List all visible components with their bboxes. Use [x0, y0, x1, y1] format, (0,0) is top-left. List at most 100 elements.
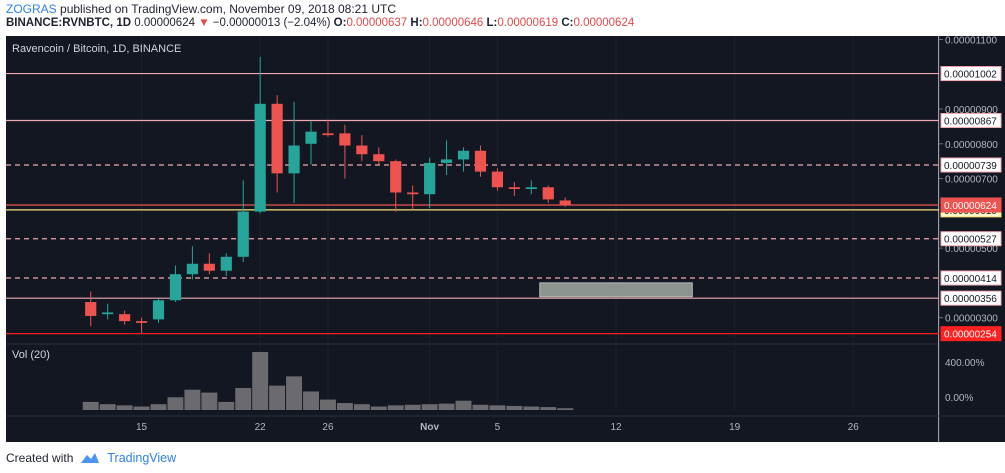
candle-body: [474, 150, 487, 172]
candle-body: [339, 133, 351, 146]
candle-body: [203, 263, 215, 271]
low-label: L:: [486, 17, 498, 29]
volume-bar: [116, 405, 133, 410]
candle-body: [119, 314, 131, 322]
high-label: H:: [410, 17, 423, 29]
candle-body: [525, 187, 537, 189]
close-value: 0.00000624: [573, 17, 635, 29]
candle-body: [186, 263, 198, 275]
publish-info: published on TradingView.com, November 0…: [60, 2, 396, 16]
current-price-label: 0.00000624: [944, 201, 997, 212]
x-tick-label: 15: [136, 422, 148, 433]
candle-body: [135, 321, 148, 323]
target-zone-box: [539, 282, 693, 298]
volume-bar: [82, 401, 99, 410]
volume-bar: [286, 376, 303, 410]
volume-bar: [269, 385, 286, 410]
x-tick-label: 26: [322, 422, 334, 433]
x-tick-label: 26: [848, 422, 860, 433]
level-label-box: [940, 66, 1002, 82]
volume-bar: [438, 403, 455, 410]
volume-bar: [557, 408, 574, 410]
candle-body: [237, 211, 249, 257]
candle-body: [169, 274, 182, 301]
volume-bar: [506, 405, 523, 410]
volume-bar: [353, 404, 370, 410]
candle-body: [440, 159, 453, 163]
volume-bar: [218, 401, 235, 410]
volume-bar: [167, 397, 184, 410]
volume-bar: [252, 352, 269, 410]
y-tick-label: 0.00000800: [945, 140, 998, 151]
volume-bar: [370, 406, 387, 410]
volume-bar: [184, 389, 201, 410]
level-label-box: [940, 112, 1002, 128]
level-label: 0.00000527: [944, 235, 997, 246]
symbol-label: BINANCE:RVNBTC, 1D: [6, 17, 132, 29]
volume-bar: [99, 404, 116, 410]
level-label: 0.00000356: [944, 294, 997, 305]
candle-body: [85, 302, 97, 316]
volume-bar: [303, 391, 319, 410]
level-label: 0.00001002: [944, 70, 997, 81]
x-tick-label: 12: [610, 422, 622, 433]
volume-bar: [489, 405, 506, 410]
footer: Created with TradingView: [6, 451, 176, 465]
volume-tick-label: 400.00%: [945, 358, 985, 369]
last-price: 0.00000624: [134, 17, 195, 29]
candle-body: [322, 133, 334, 136]
y-tick-label: 0.00000900: [945, 105, 998, 116]
candle-body: [288, 145, 300, 174]
candle-body: [559, 200, 571, 205]
volume-bar: [235, 387, 252, 410]
candle-body: [271, 103, 283, 174]
y-tick-label: 0.00000700: [945, 175, 998, 186]
level-label-box: [940, 290, 1002, 306]
down-arrow-icon: ▼: [198, 17, 210, 29]
tradingview-logo-icon: [81, 453, 100, 463]
candle-body: [424, 162, 436, 195]
candle-body: [356, 145, 368, 155]
level-label: 0.00000867: [944, 116, 997, 127]
volume-bar: [201, 392, 218, 410]
x-tick-label: 19: [729, 422, 741, 433]
chart-title: Ravencoin / Bitcoin, 1D, BINANCE: [12, 43, 181, 55]
volume-bar: [472, 404, 489, 410]
author-name[interactable]: ZOGRAS: [6, 2, 57, 16]
low-value: 0.00000619: [497, 17, 559, 29]
volume-bar: [455, 400, 472, 410]
open-label: O:: [333, 17, 347, 29]
volume-bar: [319, 399, 336, 410]
candle-body: [407, 192, 419, 195]
candle-body: [491, 171, 504, 188]
volume-bar: [540, 407, 557, 410]
candle-body: [373, 154, 385, 162]
tradingview-brand[interactable]: TradingView: [107, 451, 177, 465]
open-value: 0.00000637: [346, 17, 408, 29]
candle-body: [305, 131, 317, 144]
volume-bar: [336, 403, 353, 410]
level-label-box: [940, 157, 1002, 173]
x-tick-label: Nov: [420, 422, 439, 433]
high-value: 0.00000646: [422, 17, 484, 29]
price-change: −0.00000013 (−2.04%): [212, 17, 331, 29]
close-label: C:: [561, 17, 574, 29]
level-label: 0.00000414: [944, 274, 997, 285]
current-price-label-box: [940, 197, 1002, 213]
volume-title: Vol (20): [12, 349, 50, 361]
price-chart[interactable]: 0.00001100 0.00000900 0.00000800 0.00000700…: [0, 36, 1005, 446]
y-tick-label: 0.00000300: [945, 314, 998, 325]
candle-body: [152, 300, 165, 320]
x-tick-label: 22: [255, 422, 267, 433]
candle-body: [457, 150, 470, 160]
volume-bar: [523, 406, 540, 410]
publish-line: ZOGRAS published on TradingView.com, Nov…: [6, 2, 396, 16]
candle-body: [508, 187, 520, 189]
level-label-box: [940, 270, 1002, 286]
volume-bar: [387, 405, 404, 410]
level-label-box: [940, 231, 1002, 247]
candle-body: [542, 187, 554, 200]
y-tick-label: 0.00001100: [945, 36, 998, 46]
volume-bar: [404, 404, 421, 410]
volume-tick-label: 0.00%: [945, 393, 973, 404]
